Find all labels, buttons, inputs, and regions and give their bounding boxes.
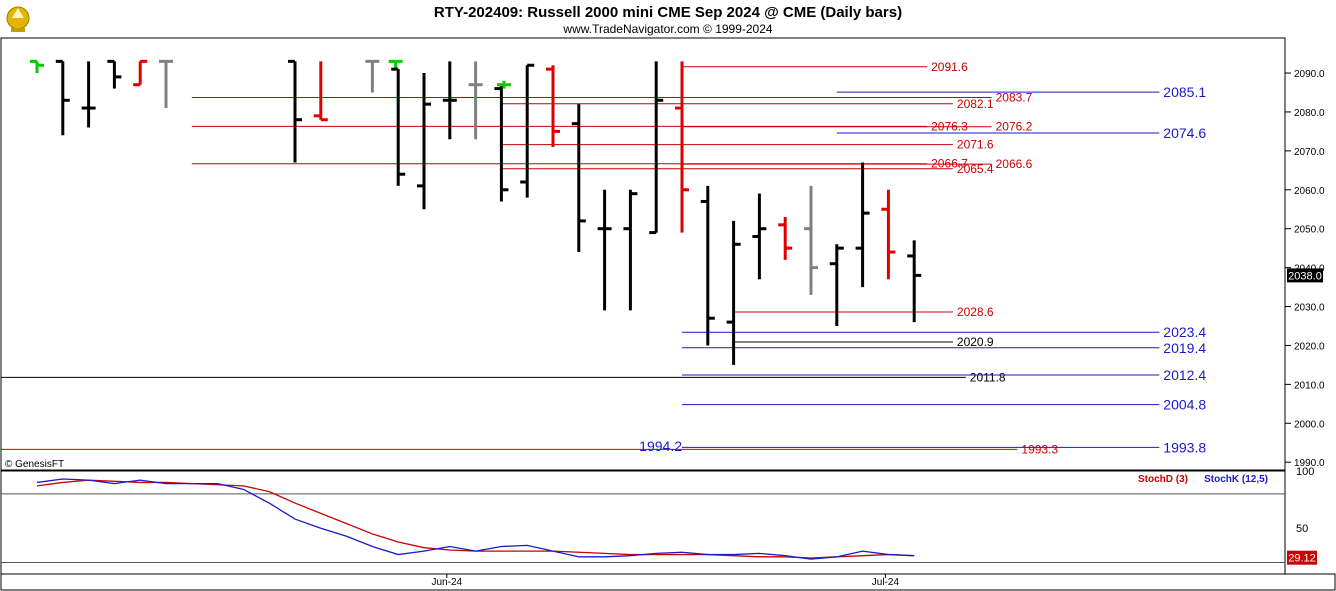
genesis-logo-icon [6,6,30,32]
ohlc-bar [81,61,96,128]
ohlc-bar [571,104,586,253]
ohlc-bar [778,217,793,260]
stoch-axis-label: 100 [1296,466,1314,478]
last-price-value: 2038.0 [1288,270,1322,282]
price-axis-label: 2020.0 [1294,341,1325,352]
chart-title: RTY-202409: Russell 2000 mini CME Sep 20… [434,4,902,21]
date-axis-label: Jun-24 [432,577,463,588]
level-label: 1993.3 [1021,442,1058,456]
stoch-axis-label: 50 [1296,523,1308,535]
ohlc-bar [391,67,406,186]
ohlc-bar [442,61,457,140]
level-label: 1994.2 [639,438,682,454]
price-axis-label: 2060.0 [1294,186,1325,197]
copyright-label: © GenesisFT [5,459,64,470]
ohlc-bar [855,162,870,288]
level-label: 2028.6 [957,305,994,319]
ohlc-bar [700,185,715,346]
stoch-last-value: 29.12 [1288,553,1316,565]
level-label: 2065.4 [957,162,994,176]
ohlc-bar [468,61,483,140]
level-label: 2011.8 [970,370,1006,384]
ohlc-bar [649,61,664,235]
level-label: 2074.6 [1163,125,1206,141]
ohlc-bar [55,59,70,136]
ohlc-bar [623,189,638,311]
price-axis-label: 2050.0 [1294,225,1325,236]
ohlc-bar [829,244,844,326]
level-label: 2012.4 [1163,367,1206,383]
price-axis-label: 2000.0 [1294,419,1325,430]
level-label: 2071.6 [957,138,994,152]
ohlc-bar [804,185,818,295]
ohlc-bar [597,189,612,311]
level-label: 2019.4 [1163,340,1206,356]
legend-stochk: StochK (12,5) [1204,474,1268,485]
date-axis-labels: Jun-24 Jul-24 [432,574,900,588]
ohlc-bar [313,61,328,122]
level-label: 2066.6 [996,157,1033,171]
date-axis-label: Jul-24 [872,577,900,588]
ohlc-bar [494,84,509,202]
price-axis-label: 2090.0 [1294,69,1325,80]
ohlc-bars [30,59,922,365]
price-pane [0,37,1286,471]
ohlc-bar [288,59,302,163]
ohlc-bar [365,59,380,93]
ohlc-bar [496,80,511,89]
ohlc-bar [107,59,122,89]
level-label: 2076.2 [996,120,1033,134]
level-label: 2082.1 [957,97,994,111]
legend-stochd: StochD (3) [1138,474,1188,485]
stoch-value-tag: 29.12 [1287,550,1317,565]
price-axis-label: 1990.0 [1294,458,1325,469]
price-axis-label: 2080.0 [1294,108,1325,119]
stochastic-panel: 100 50 [1,466,1314,564]
ohlc-bar [675,61,689,233]
ohlc-bar [30,59,44,74]
chart-subtitle: www.TradeNavigator.com © 1999-2024 [562,22,772,36]
last-price-tag: 2038.0 [1287,268,1323,283]
price-axis-label: 2010.0 [1294,380,1325,391]
ohlc-bar [881,189,896,280]
date-axis [0,573,1336,591]
level-label: 2004.8 [1163,397,1206,413]
ohlc-bar [520,63,535,198]
level-label: 1993.8 [1163,439,1206,455]
stoch-pane [0,470,1286,575]
level-label: 2083.7 [996,91,1033,105]
ohlc-bar [417,73,431,210]
price-axis-label: 2030.0 [1294,303,1325,314]
level-label: 2091.6 [931,60,968,74]
stoch-series-line [36,478,915,560]
ohlc-bar [133,59,148,87]
ohlc-bar [752,193,767,280]
ohlc-bar [159,59,173,109]
level-label: 2023.4 [1163,324,1206,340]
ohlc-bar [726,220,741,365]
level-label: 2020.9 [957,335,994,349]
level-label: 2085.1 [1163,84,1206,100]
price-axis-label: 2070.0 [1294,147,1325,158]
ohlc-bar [907,240,922,323]
ohlc-bar [546,65,560,147]
